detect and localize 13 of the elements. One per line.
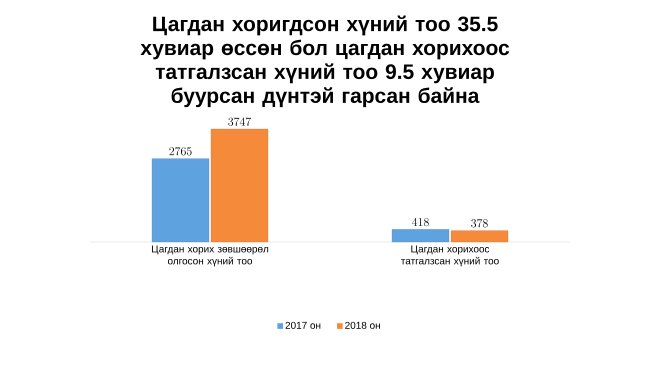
legend-label: 2018 он	[345, 322, 380, 329]
data-label: 3747	[228, 117, 252, 126]
legend-label: 2017 он	[286, 322, 320, 329]
bar	[210, 128, 268, 242]
x-tick-label: Цагдан хорихоос татгалзсан хүний тоо	[401, 246, 499, 266]
x-tick-label: Цагдан хорих зөвшөөрөл олгосон хүний тоо	[152, 246, 268, 266]
bar	[392, 229, 450, 242]
bar	[152, 158, 210, 242]
bar	[450, 230, 508, 242]
data-label: 378	[471, 219, 488, 228]
data-label: 418	[412, 218, 429, 226]
chart-title: Цагдан хоригдсон хүний тоо 35.5 хувиар өссөн бол цагдан хорихоос татгалзсан хүний тоо 9.5 хувиар буурсан дүнтэй гарсан байна	[140, 16, 510, 108]
data-label: 2765	[169, 147, 192, 156]
